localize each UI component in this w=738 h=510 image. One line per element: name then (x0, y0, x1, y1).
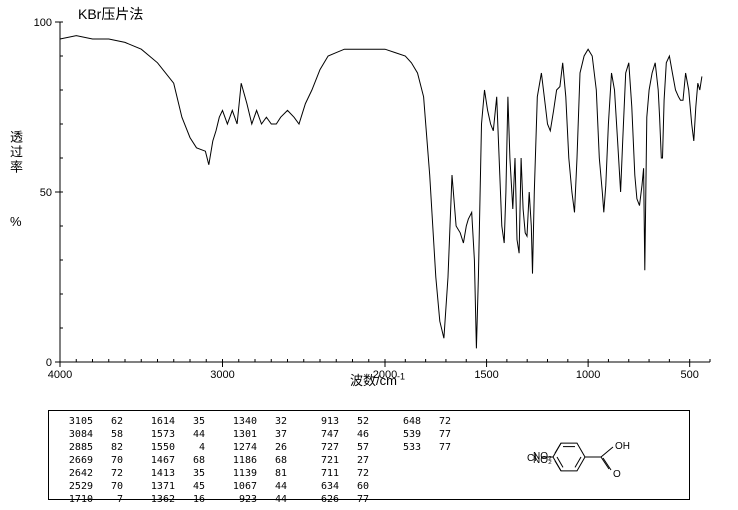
svg-text:NO₂: NO₂ (533, 455, 552, 466)
peak-row: 118668 (219, 454, 299, 467)
svg-text:1000: 1000 (576, 369, 600, 381)
molecule-svg: OOHNO₂ClNO₂ (469, 411, 689, 499)
peak-data-table: 3105623084582885822669702642722529701710… (48, 410, 690, 500)
plot-area: 05010040003000200015001000500 (60, 22, 710, 362)
peak-row: 92344 (219, 493, 299, 506)
peak-column: 1340321301371274261186681139811067449234… (219, 415, 299, 495)
peak-column: 648725397753377 (383, 415, 463, 495)
peak-row: 62677 (301, 493, 381, 506)
peak-row: 252970 (55, 480, 135, 493)
peak-row: 157344 (137, 428, 217, 441)
peak-row: 71172 (301, 467, 381, 480)
peak-row: 15504 (137, 441, 217, 454)
peak-row: 310562 (55, 415, 135, 428)
peak-column: 1614351573441550414676814133513714513621… (137, 415, 217, 495)
peak-row: 72757 (301, 441, 381, 454)
svg-text:OH: OH (615, 441, 630, 452)
svg-text:2000: 2000 (373, 369, 397, 381)
svg-text:0: 0 (46, 357, 52, 369)
peak-row: 308458 (55, 428, 135, 441)
spectrum-svg: 0 50 100 4000 3000 2000 1500 1000 500 (20, 18, 720, 388)
peak-row: 136216 (137, 493, 217, 506)
svg-text:3000: 3000 (210, 369, 234, 381)
svg-text:500: 500 (681, 369, 699, 381)
peak-column: 3105623084582885822669702642722529701710… (55, 415, 135, 495)
peak-row: 74746 (301, 428, 381, 441)
peak-row: 134032 (219, 415, 299, 428)
peak-row: 91352 (301, 415, 381, 428)
peak-row: 130137 (219, 428, 299, 441)
svg-text:100: 100 (34, 18, 52, 29)
peak-columns: 3105623084582885822669702642722529701710… (49, 411, 469, 499)
peak-row: 146768 (137, 454, 217, 467)
peak-row: 106744 (219, 480, 299, 493)
peak-row: 127426 (219, 441, 299, 454)
peak-row: 161435 (137, 415, 217, 428)
svg-text:50: 50 (40, 187, 52, 199)
peak-column: 91352747467275772127711726346062677 (301, 415, 381, 495)
molecule-structure: OOHNO₂ClNO₂ (469, 411, 689, 499)
svg-text:1500: 1500 (474, 369, 498, 381)
peak-row: 137145 (137, 480, 217, 493)
peak-row: 288582 (55, 441, 135, 454)
svg-text:4000: 4000 (48, 369, 72, 381)
peak-row: 266970 (55, 454, 135, 467)
peak-row: 113981 (219, 467, 299, 480)
peak-row: 63460 (301, 480, 381, 493)
peak-row: 264272 (55, 467, 135, 480)
peak-row: 72127 (301, 454, 381, 467)
peak-row: 53377 (383, 441, 463, 454)
peak-row: 141335 (137, 467, 217, 480)
peak-row: 17107 (55, 493, 135, 506)
svg-text:O: O (613, 469, 621, 480)
ir-spectrum-chart: KBr压片法 透过率 % 波数/cm-1 0501004000300020001… (0, 0, 738, 405)
peak-row: 64872 (383, 415, 463, 428)
peak-row: 53977 (383, 428, 463, 441)
